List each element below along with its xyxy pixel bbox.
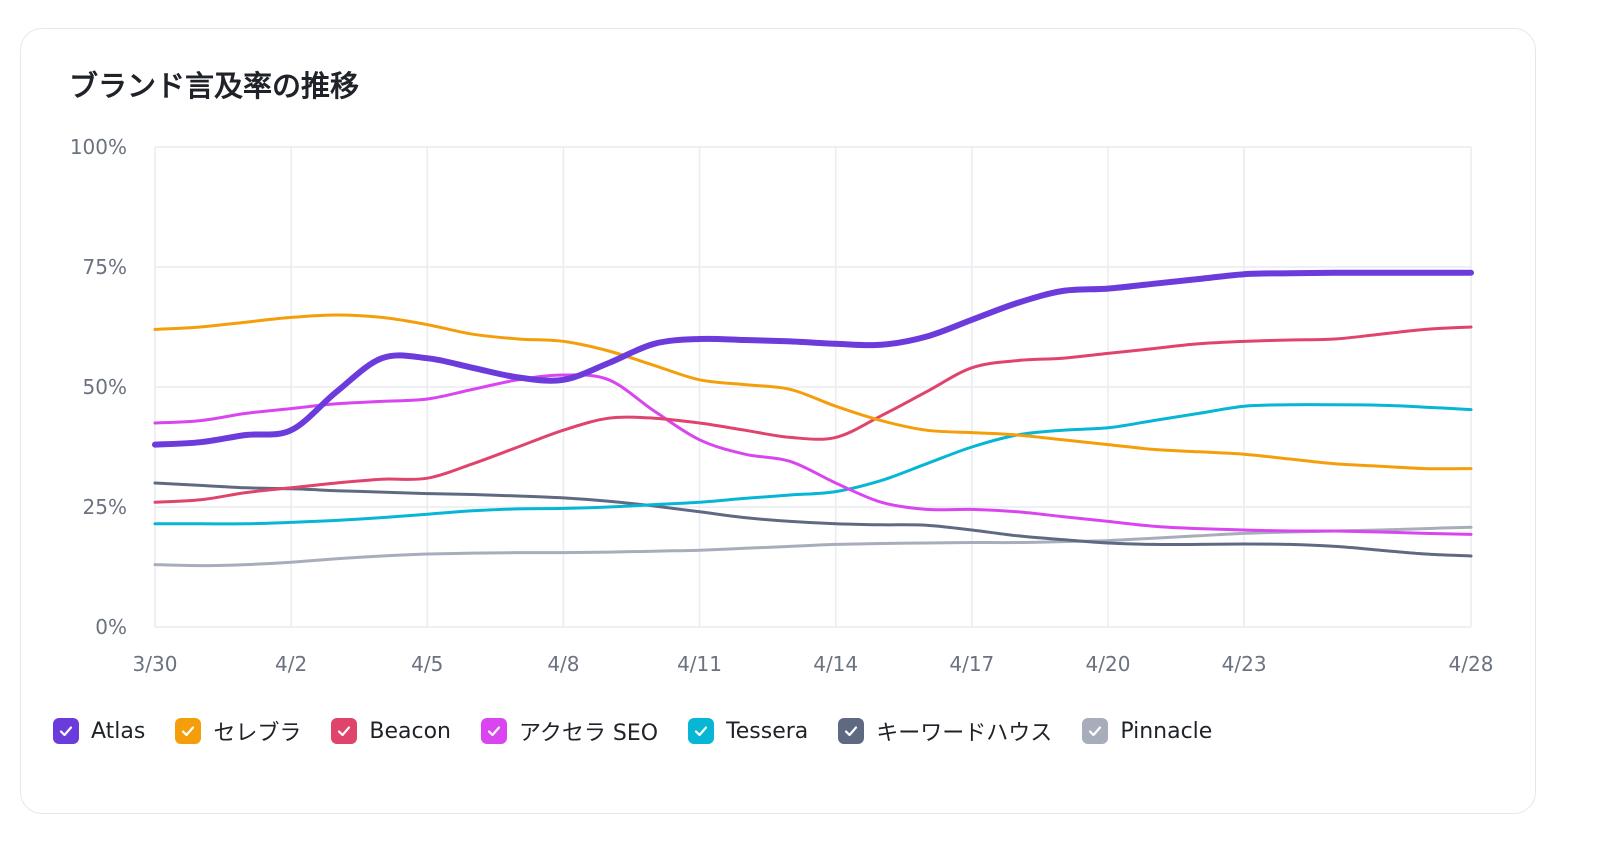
x-tick-label: 4/14 — [813, 652, 858, 676]
checkmark-icon — [1089, 726, 1102, 737]
legend-item-5[interactable]: キーワードハウス — [838, 715, 1052, 747]
checkmark-icon — [182, 726, 195, 737]
x-tick-label: 3/30 — [133, 652, 178, 676]
legend-checkbox[interactable] — [838, 718, 865, 744]
legend-checkbox[interactable] — [175, 718, 202, 744]
checkmark-icon — [338, 726, 351, 737]
x-tick-label: 4/17 — [949, 652, 994, 676]
checkmark-icon — [845, 726, 858, 737]
x-tick-label: 4/2 — [275, 652, 307, 676]
x-tick-label: 4/28 — [1449, 652, 1494, 676]
checkmark-icon — [59, 726, 73, 737]
series-line-5 — [153, 481, 1473, 558]
series-line-1 — [153, 313, 1473, 471]
legend-item-1[interactable]: セレブラ — [175, 715, 301, 747]
x-tick-label: 4/5 — [411, 652, 443, 676]
y-tick-label: 50% — [83, 375, 127, 399]
series-line-0 — [152, 269, 1474, 448]
series-line-3 — [153, 373, 1473, 536]
legend-checkbox[interactable] — [480, 718, 507, 744]
legend-label: Tessera — [726, 718, 809, 744]
line-chart: 0% 25% 50% 75% 100% 3/30 4/2 4/5 4/8 4/11 4/14 4/1… — [70, 135, 1494, 676]
x-tick-label: 4/8 — [547, 652, 579, 676]
legend-label: アクセラ SEO — [518, 721, 659, 746]
y-tick-label: 75% — [83, 255, 127, 279]
series-line-2 — [153, 325, 1473, 504]
checkmark-icon — [487, 726, 501, 737]
legend-checkbox[interactable] — [688, 718, 715, 744]
legend-checkbox[interactable] — [53, 718, 79, 744]
x-tick-label: 4/20 — [1086, 652, 1131, 676]
legend-checkbox[interactable] — [1082, 718, 1109, 744]
legend-label: キーワードハウス — [876, 721, 1053, 746]
x-tick-label: 4/11 — [677, 652, 722, 676]
chart-title: ブランド言及率の推移 — [69, 69, 360, 103]
legend-item-0[interactable]: Atlas — [53, 718, 145, 744]
legend-label: セレブラ — [213, 721, 302, 746]
x-tick-label: 4/23 — [1222, 652, 1267, 676]
x-axis: 3/30 4/2 4/5 4/8 4/11 4/14 4/17 4/20 4/23 4/28 — [133, 652, 1494, 676]
series-lines — [152, 269, 1474, 568]
y-tick-label: 25% — [83, 495, 127, 519]
y-tick-label: 0% — [95, 615, 127, 639]
series-line-6 — [153, 525, 1473, 568]
legend-item-6[interactable]: Pinnacle — [1082, 718, 1212, 744]
legend-item-3[interactable]: アクセラ SEO — [480, 715, 659, 747]
legend-label: Beacon — [369, 718, 451, 744]
legend-label: Pinnacle — [1120, 718, 1213, 744]
legend-item-2[interactable]: Beacon — [331, 718, 451, 744]
y-axis: 0% 25% 50% 75% 100% — [70, 135, 127, 639]
chart-legend: Atlas セレブラ Beacon アクセラ SEO Tessera キーワードハウス Pi… — [53, 715, 1242, 747]
checkmark-icon — [694, 726, 708, 737]
chart-grid — [154, 146, 1472, 628]
y-tick-label: 100% — [70, 135, 127, 159]
series-line-4 — [153, 403, 1473, 526]
chart-card: ブランド言及率の推移 0% 25% 50% 75% 100% 3/30 4/2 4/5 4/8… — [20, 28, 1536, 814]
legend-checkbox[interactable] — [331, 718, 358, 744]
legend-item-4[interactable]: Tessera — [688, 718, 808, 744]
legend-label: Atlas — [91, 718, 146, 744]
